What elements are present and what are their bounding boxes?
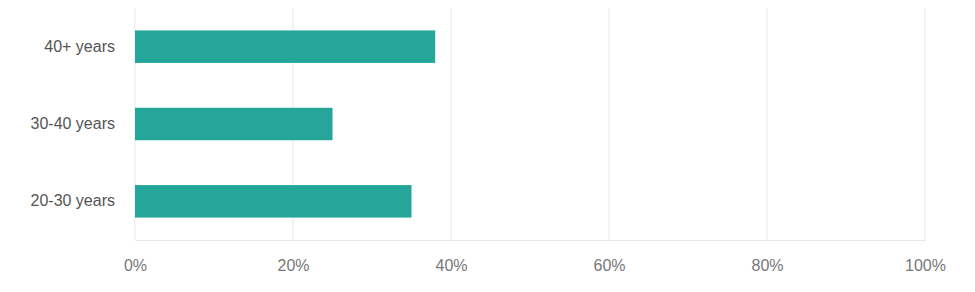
grid-line (925, 8, 926, 240)
y-tick-label: 30-40 years (31, 115, 116, 132)
x-tick: 100% (905, 240, 946, 274)
y-tick: 20-30 years (31, 192, 136, 209)
x-tick-label: 100% (905, 257, 946, 274)
y-tick: 40+ years (44, 38, 135, 55)
x-tick-label: 40% (435, 257, 467, 274)
x-axis-line (136, 240, 926, 241)
grid-line (767, 8, 768, 240)
x-tick: 40% (435, 240, 467, 274)
x-tick-label: 0% (124, 257, 147, 274)
grid (135, 8, 925, 240)
y-tick-label: 20-30 years (31, 192, 116, 209)
y-tick: 30-40 years (31, 115, 136, 132)
x-tick: 20% (277, 240, 309, 274)
y-axis: 40+ years 30-40 years 20-30 years (31, 38, 136, 210)
x-tick: 0% (124, 240, 147, 274)
y-tick-label: 40+ years (44, 38, 115, 55)
x-tick: 80% (751, 240, 783, 274)
grid-line (609, 8, 610, 240)
bar (135, 108, 333, 140)
x-tick-label: 20% (277, 257, 309, 274)
x-tick: 60% (593, 240, 625, 274)
x-tick-label: 60% (593, 257, 625, 274)
grid-line (451, 8, 452, 240)
bar (135, 185, 412, 217)
chart: 0% 20% 40% 60% 80% 100% 40+ years 30-40 years 20… (0, 0, 975, 292)
bar (135, 30, 435, 62)
bars (135, 30, 435, 217)
x-tick-label: 80% (751, 257, 783, 274)
x-axis: 0% 20% 40% 60% 80% 100% (124, 240, 946, 274)
plot: 0% 20% 40% 60% 80% 100% 40+ years 30-40 years 20… (31, 8, 946, 274)
